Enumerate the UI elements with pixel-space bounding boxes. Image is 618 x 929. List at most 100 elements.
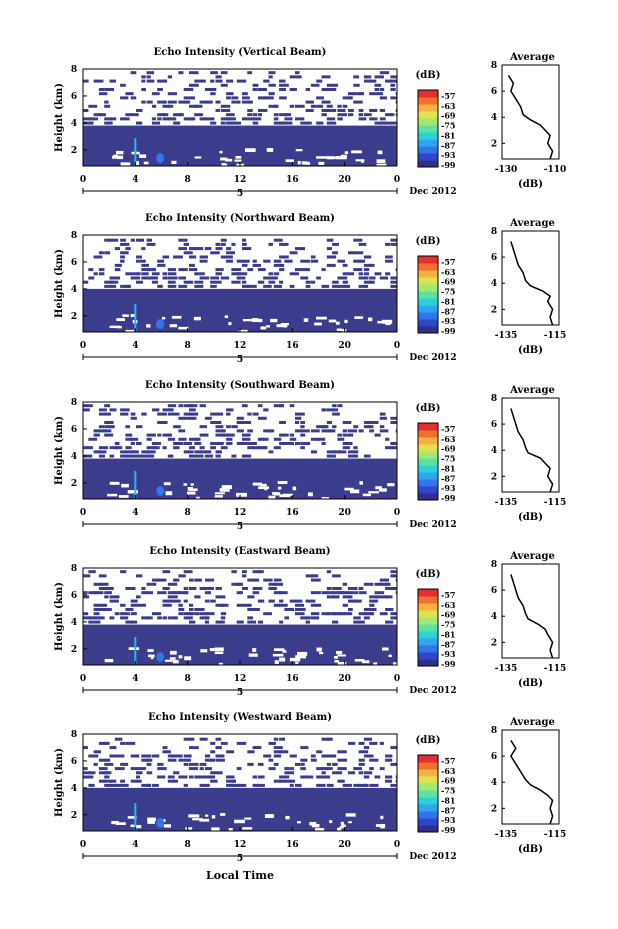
echo-cell <box>194 595 201 599</box>
echo-cell <box>178 437 187 441</box>
echo-cell <box>247 108 253 112</box>
echo-cell <box>316 767 322 771</box>
echo-field <box>83 404 397 499</box>
echo-cell <box>268 280 276 284</box>
average-x-tick-label: -135 <box>495 498 518 508</box>
echo-gap <box>334 156 345 159</box>
echo-cell <box>93 603 100 607</box>
echo-cell <box>353 268 363 272</box>
echo-cell <box>130 767 138 771</box>
y-tick-label: 4 <box>71 119 77 129</box>
echo-cell <box>167 276 178 280</box>
echo-gap <box>214 492 225 495</box>
echo-cell <box>379 87 385 91</box>
echo-cell <box>379 412 386 416</box>
echo-cell <box>215 268 224 272</box>
echo-cell <box>167 408 174 412</box>
echo-gap <box>183 483 188 486</box>
panel-title: Echo Intensity (Eastward Beam) <box>149 546 330 557</box>
x-tick-label: 4 <box>132 508 138 518</box>
echo-cell <box>199 404 206 408</box>
echo-cell <box>189 268 198 272</box>
colorbar-tick-label: -69 <box>441 277 456 287</box>
colorbar-tick-label: -99 <box>441 493 456 503</box>
echo-cell <box>141 268 150 272</box>
colorbar-segment <box>418 139 438 147</box>
echo-cell <box>289 404 295 408</box>
echo-cell <box>369 280 375 284</box>
echo-cell <box>369 758 379 762</box>
colorbar-tick-label: -99 <box>441 160 456 170</box>
colorbar-tick-label: -63 <box>441 267 456 277</box>
echo-cell <box>236 620 244 624</box>
echo-cell <box>268 450 274 454</box>
echo-cell <box>257 775 265 779</box>
echo-cell <box>300 767 306 771</box>
echo-gap <box>242 319 252 322</box>
echo-cell <box>194 578 202 582</box>
echo-cell <box>363 607 374 611</box>
echo-cell <box>231 582 241 586</box>
x-tick-label: 16 <box>286 341 299 351</box>
x-tick-label: 20 <box>338 840 351 850</box>
echo-cell <box>220 741 228 745</box>
echo-cell <box>263 408 269 412</box>
colorbar-tick-label: -93 <box>441 150 456 160</box>
echo-cell <box>162 599 169 603</box>
echo-cell <box>151 280 159 284</box>
echo-cell <box>252 607 260 611</box>
echo-cell <box>358 741 365 745</box>
echo-cell <box>151 104 157 108</box>
echo-cell <box>178 775 188 779</box>
echo-cell <box>390 83 396 87</box>
echo-cell <box>189 620 196 624</box>
echo-cell <box>83 408 90 412</box>
echo-cell <box>326 108 337 112</box>
echo-cell <box>178 238 188 242</box>
echo-cell <box>98 779 107 783</box>
echo-cell <box>114 783 121 787</box>
echo-cell <box>109 79 117 83</box>
echo-gap <box>104 658 114 663</box>
echo-cell <box>210 420 216 424</box>
echo-cell <box>369 603 375 607</box>
echo-gap <box>285 159 295 163</box>
echo-cell <box>279 404 285 408</box>
echo-cell <box>305 268 310 272</box>
echo-cell <box>295 599 303 603</box>
echo-cell <box>215 280 222 284</box>
echo-cell <box>136 779 142 783</box>
echo-cell <box>263 276 270 280</box>
echo-cell <box>385 242 391 246</box>
echo-cell <box>104 87 115 91</box>
echo-cell <box>326 238 334 242</box>
echo-cell <box>220 255 227 259</box>
echo-cell <box>300 616 309 620</box>
echo-cell <box>204 599 210 603</box>
echo-cell <box>363 582 374 586</box>
echo-cell <box>279 242 286 246</box>
echo-cell <box>369 79 377 83</box>
echo-cell <box>236 441 243 445</box>
echo-cell <box>379 612 388 616</box>
echo-cell <box>226 92 234 96</box>
average-profile-line <box>510 408 554 493</box>
echo-cell <box>146 450 156 454</box>
echo-gap <box>115 822 126 825</box>
echo-cell <box>231 272 241 276</box>
echo-cell <box>316 96 324 100</box>
x-tick-label: 16 <box>286 674 299 684</box>
echo-cell <box>358 259 366 263</box>
echo-cell <box>98 607 108 611</box>
colorbar-tick-label: -75 <box>441 454 455 464</box>
echo-cell <box>146 754 152 758</box>
echo-cell <box>273 754 282 758</box>
echo-gap <box>382 647 389 651</box>
echo-cell <box>104 741 110 745</box>
echo-cell <box>252 259 257 263</box>
echo-gap <box>376 163 387 166</box>
echo-cell <box>385 754 393 758</box>
colorbar-segment <box>418 652 438 660</box>
echo-cell <box>210 412 220 416</box>
echo-cell <box>332 280 339 284</box>
